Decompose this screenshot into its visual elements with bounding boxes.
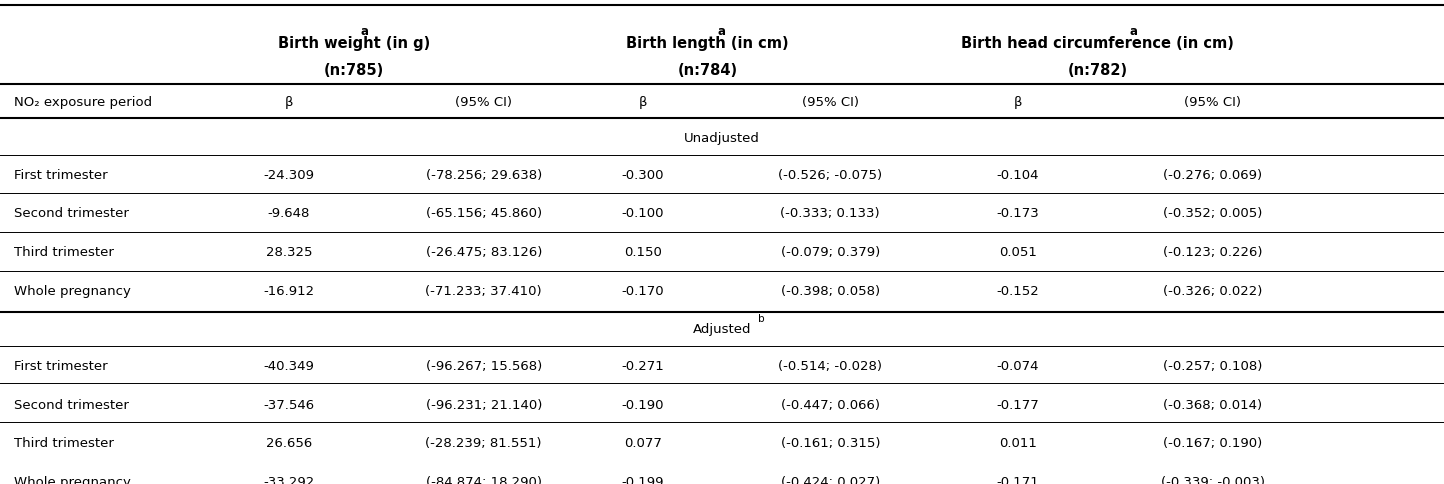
Text: (-84.874; 18.290): (-84.874; 18.290) [426, 476, 542, 484]
Text: (-0.447; 0.066): (-0.447; 0.066) [781, 398, 879, 411]
Text: (-0.276; 0.069): (-0.276; 0.069) [1164, 169, 1262, 182]
Text: -0.171: -0.171 [996, 476, 1040, 484]
Text: Birth weight (in g): Birth weight (in g) [277, 36, 430, 51]
Text: b: b [758, 314, 765, 324]
Text: -0.300: -0.300 [621, 169, 664, 182]
Text: -9.648: -9.648 [267, 208, 310, 220]
Text: (95% CI): (95% CI) [801, 96, 859, 109]
Text: Birth head circumference (in cm): Birth head circumference (in cm) [962, 36, 1233, 51]
Text: 26.656: 26.656 [266, 437, 312, 450]
Text: NO₂ exposure period: NO₂ exposure period [14, 96, 153, 109]
Text: -0.199: -0.199 [621, 476, 664, 484]
Text: -0.074: -0.074 [996, 360, 1040, 373]
Text: 0.077: 0.077 [624, 437, 661, 450]
Text: (-65.156; 45.860): (-65.156; 45.860) [426, 208, 542, 220]
Text: Third trimester: Third trimester [14, 246, 114, 259]
Text: -0.104: -0.104 [996, 169, 1040, 182]
Text: Whole pregnancy: Whole pregnancy [14, 285, 131, 298]
Text: (-0.424; 0.027): (-0.424; 0.027) [781, 476, 879, 484]
Text: (-0.526; -0.075): (-0.526; -0.075) [778, 169, 882, 182]
Text: -0.173: -0.173 [996, 208, 1040, 220]
Text: (-26.475; 83.126): (-26.475; 83.126) [426, 246, 542, 259]
Text: (-0.514; -0.028): (-0.514; -0.028) [778, 360, 882, 373]
Text: (-0.123; 0.226): (-0.123; 0.226) [1164, 246, 1262, 259]
Text: (-28.239; 81.551): (-28.239; 81.551) [426, 437, 542, 450]
Text: (-0.398; 0.058): (-0.398; 0.058) [781, 285, 879, 298]
Text: β: β [1014, 96, 1022, 109]
Text: a: a [361, 25, 370, 38]
Text: β: β [638, 96, 647, 109]
Text: (-0.352; 0.005): (-0.352; 0.005) [1164, 208, 1262, 220]
Text: 0.011: 0.011 [999, 437, 1037, 450]
Text: (-96.267; 15.568): (-96.267; 15.568) [426, 360, 542, 373]
Text: Adjusted: Adjusted [693, 323, 751, 336]
Text: (95% CI): (95% CI) [455, 96, 513, 109]
Text: -0.190: -0.190 [621, 398, 664, 411]
Text: (-0.079; 0.379): (-0.079; 0.379) [781, 246, 879, 259]
Text: (-0.326; 0.022): (-0.326; 0.022) [1164, 285, 1262, 298]
Text: -0.152: -0.152 [996, 285, 1040, 298]
Text: -0.170: -0.170 [621, 285, 664, 298]
Text: (-71.233; 37.410): (-71.233; 37.410) [426, 285, 542, 298]
Text: Second trimester: Second trimester [14, 208, 130, 220]
Text: a: a [718, 25, 726, 38]
Text: (n:784): (n:784) [677, 63, 738, 78]
Text: Birth length (in cm): Birth length (in cm) [627, 36, 788, 51]
Text: Whole pregnancy: Whole pregnancy [14, 476, 131, 484]
Text: -40.349: -40.349 [263, 360, 315, 373]
Text: First trimester: First trimester [14, 169, 108, 182]
Text: (n:782): (n:782) [1067, 63, 1128, 78]
Text: (-96.231; 21.140): (-96.231; 21.140) [426, 398, 542, 411]
Text: 28.325: 28.325 [266, 246, 312, 259]
Text: (-0.339; -0.003): (-0.339; -0.003) [1161, 476, 1265, 484]
Text: Third trimester: Third trimester [14, 437, 114, 450]
Text: (n:785): (n:785) [323, 63, 384, 78]
Text: (-0.257; 0.108): (-0.257; 0.108) [1164, 360, 1262, 373]
Text: -33.292: -33.292 [263, 476, 315, 484]
Text: Second trimester: Second trimester [14, 398, 130, 411]
Text: -0.271: -0.271 [621, 360, 664, 373]
Text: -0.100: -0.100 [621, 208, 664, 220]
Text: -24.309: -24.309 [263, 169, 315, 182]
Text: (-0.333; 0.133): (-0.333; 0.133) [781, 208, 879, 220]
Text: (-0.167; 0.190): (-0.167; 0.190) [1164, 437, 1262, 450]
Text: β: β [284, 96, 293, 109]
Text: (-0.368; 0.014): (-0.368; 0.014) [1164, 398, 1262, 411]
Text: -37.546: -37.546 [263, 398, 315, 411]
Text: (-78.256; 29.638): (-78.256; 29.638) [426, 169, 542, 182]
Text: (95% CI): (95% CI) [1184, 96, 1242, 109]
Text: (-0.161; 0.315): (-0.161; 0.315) [781, 437, 879, 450]
Text: 0.051: 0.051 [999, 246, 1037, 259]
Text: -16.912: -16.912 [263, 285, 315, 298]
Text: -0.177: -0.177 [996, 398, 1040, 411]
Text: Unadjusted: Unadjusted [684, 132, 760, 145]
Text: First trimester: First trimester [14, 360, 108, 373]
Text: 0.150: 0.150 [624, 246, 661, 259]
Text: a: a [1129, 25, 1138, 38]
